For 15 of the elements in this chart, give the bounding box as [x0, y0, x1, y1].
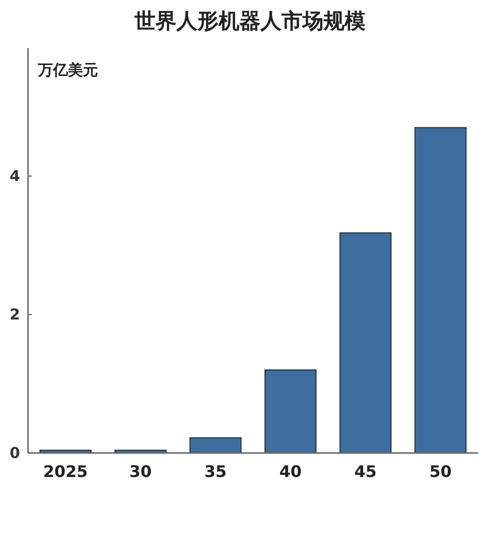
bar [414, 127, 466, 454]
x-tick-label: 35 [204, 462, 227, 481]
y-axis-title: 万亿美元 [37, 61, 98, 79]
x-tick-label: 40 [279, 462, 302, 481]
y-tick-label: 2 [10, 306, 20, 324]
chart-title: 世界人形机器人市场规模 [134, 9, 366, 33]
y-tick-label: 0 [10, 444, 20, 462]
bar [264, 369, 316, 454]
x-tick-label: 2025 [43, 462, 88, 481]
x-tick-label: 45 [354, 462, 377, 481]
y-tick-label: 4 [10, 167, 20, 186]
x-tick-label: 50 [429, 462, 452, 481]
bar [340, 232, 392, 454]
bar [190, 437, 242, 454]
x-tick-label: 30 [129, 462, 152, 481]
